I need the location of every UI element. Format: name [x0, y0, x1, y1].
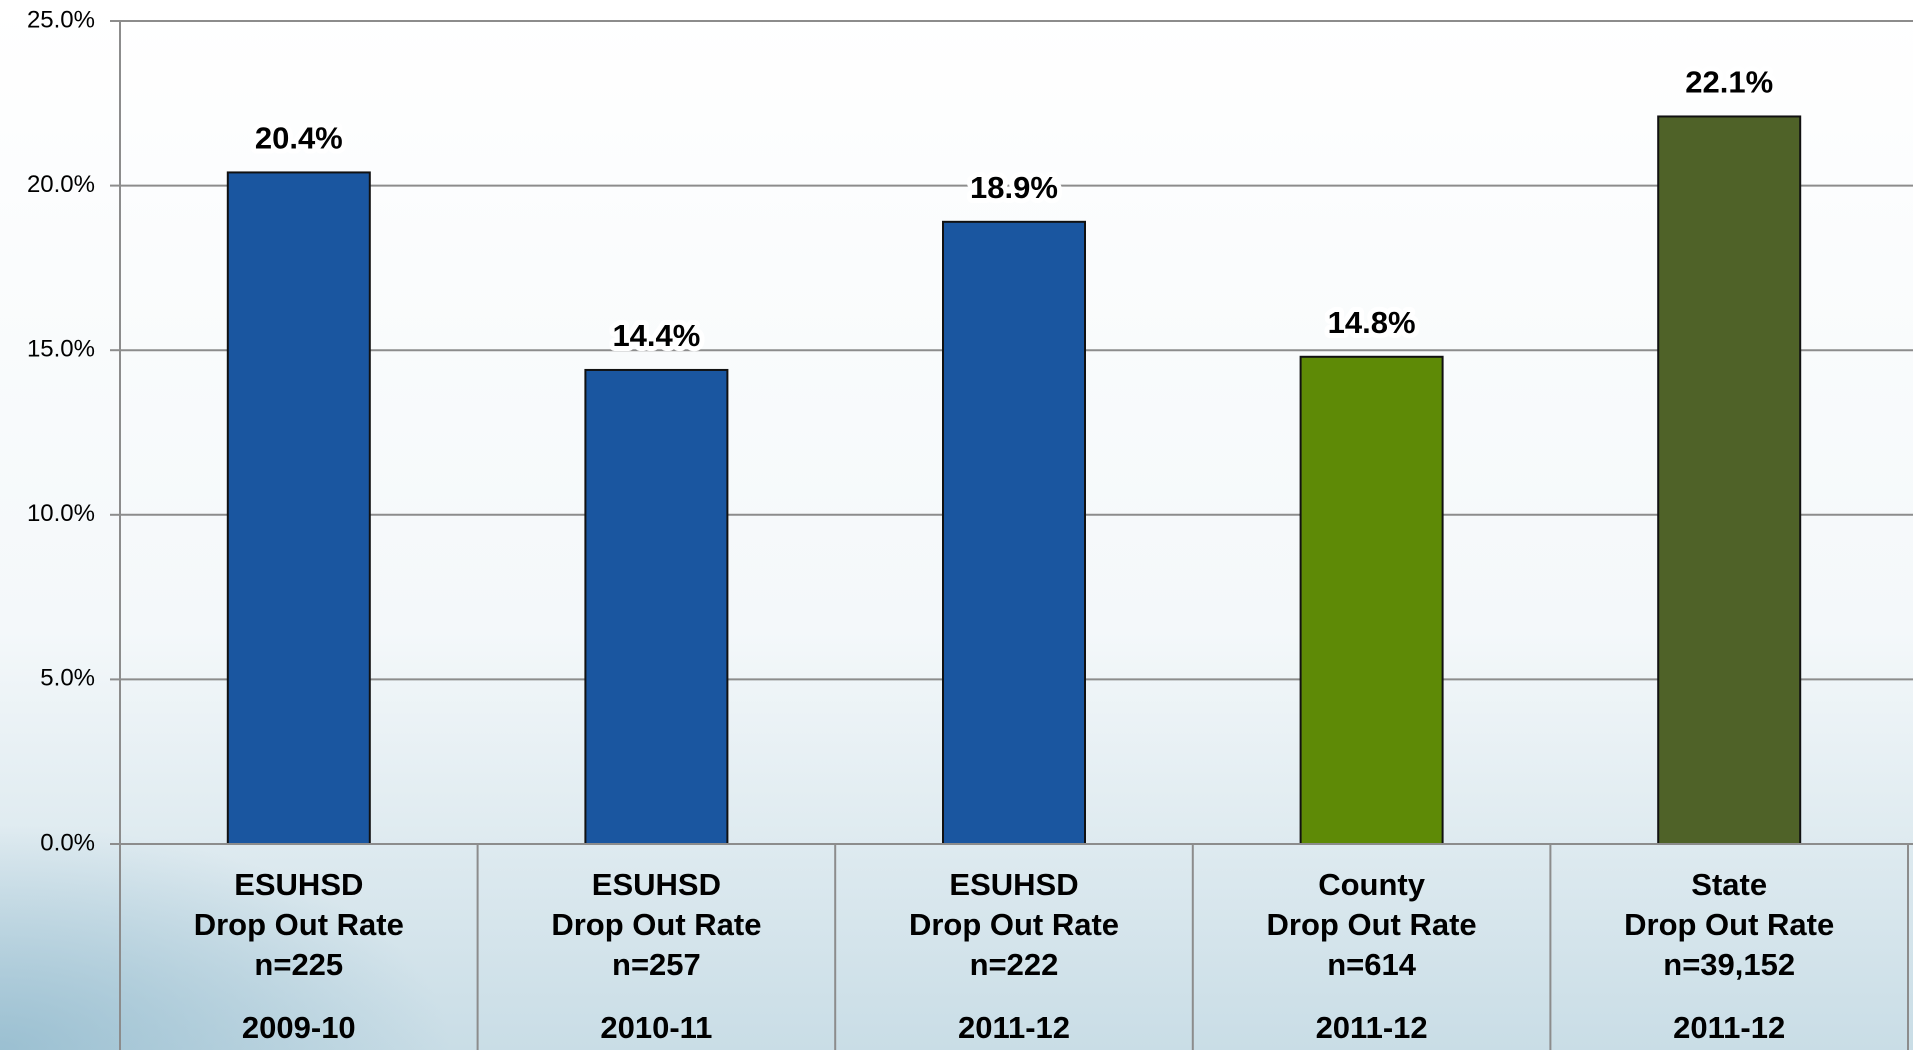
bar: [942, 220, 1086, 845]
value-label: 14.8%: [1328, 305, 1416, 340]
x-category-label: ESUHSD: [949, 867, 1078, 902]
x-category-label: 2009-10: [242, 1010, 356, 1045]
value-label: 14.4%: [612, 318, 700, 353]
x-category-label: Drop Out Rate: [194, 907, 404, 942]
y-tick-label: 5.0%: [40, 665, 95, 692]
y-tick-label: 20.0%: [27, 171, 95, 198]
x-category-label: 2011-12: [1316, 1010, 1428, 1045]
bar: [584, 368, 729, 845]
x-category-label: n=39,152: [1663, 947, 1795, 982]
x-category-label: 2011-12: [958, 1010, 1070, 1045]
x-category-label: n=225: [254, 947, 343, 982]
x-category-label: State: [1691, 867, 1767, 902]
y-tick-label: 10.0%: [27, 500, 95, 527]
x-category-label: n=222: [970, 947, 1059, 982]
value-label: 20.4%: [255, 121, 343, 156]
x-category-label: Drop Out Rate: [1624, 907, 1834, 942]
y-tick-label: 25.0%: [27, 6, 95, 33]
bar: [1657, 115, 1802, 845]
y-tick-label: 15.0%: [27, 336, 95, 363]
x-category-label: n=614: [1327, 947, 1417, 982]
x-category-label: n=257: [612, 947, 701, 982]
x-category-label: Drop Out Rate: [551, 907, 761, 942]
bar: [226, 171, 371, 845]
x-category-label: 2011-12: [1673, 1010, 1785, 1045]
x-category-label: ESUHSD: [592, 867, 721, 902]
background-glow: [0, 600, 900, 1050]
x-category-label: Drop Out Rate: [1267, 907, 1477, 942]
x-category-label: 2010-11: [600, 1010, 712, 1045]
y-tick-label: 0.0%: [40, 829, 95, 856]
value-label: 18.9%: [970, 170, 1058, 205]
value-label: 22.1%: [1685, 65, 1773, 100]
x-category-label: Drop Out Rate: [909, 907, 1119, 942]
bar: [1299, 355, 1444, 845]
x-category-label: County: [1318, 867, 1426, 902]
x-category-label: ESUHSD: [234, 867, 363, 902]
